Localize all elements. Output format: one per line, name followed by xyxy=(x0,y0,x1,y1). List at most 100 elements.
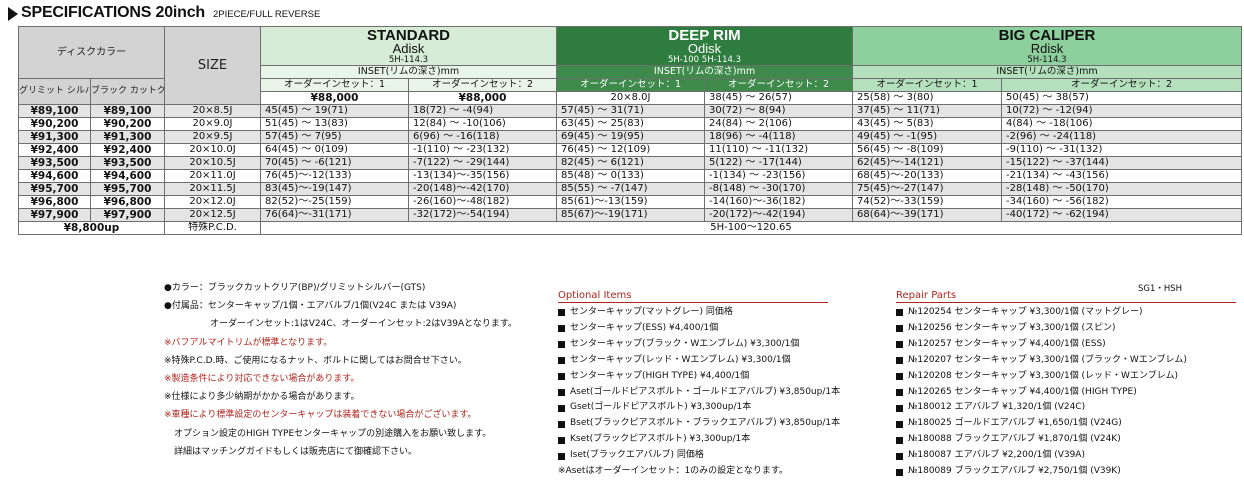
standard-order2-cell: 25(58) ～ 3(80) xyxy=(852,91,1002,105)
bp-column-header: ブラック カットクリア xyxy=(90,78,165,105)
price-gs: ¥97,900 xyxy=(18,208,91,222)
optional-items-note: ※Asetはオーダーインセット：1のみの設定となります。 xyxy=(558,466,789,477)
table-row: ¥97,900 ¥97,900 20×12.5J 76(64)～-31(171) -32… xyxy=(18,208,1242,222)
square-bullet-icon xyxy=(558,325,565,333)
deep-rim-order2-cell: 5(122) ～ -17(144) xyxy=(704,156,853,170)
standard-order2-cell: 18(72) ～ -4(94) xyxy=(408,104,557,118)
price-bp: ¥94,600 xyxy=(90,169,165,183)
size-cell: 20×8.0J xyxy=(556,91,705,105)
title-sub: 2PIECE/FULL REVERSE xyxy=(212,9,321,20)
big-caliper-order1-header: オーダーインセット：1 xyxy=(852,78,1002,92)
standard-order2-cell: -13(134)～-35(156) xyxy=(408,169,557,183)
standard-order1-cell: 57(45) ～ 7(95) xyxy=(260,130,409,144)
title-main: SPECIFICATIONS 20inch xyxy=(21,4,205,21)
deep-rim-order2-cell: -20(172)～-42(194) xyxy=(704,208,853,222)
big-caliper-order2-cell: -15(122) ～ -37(144) xyxy=(1001,156,1242,170)
price-gs: ¥95,700 xyxy=(18,182,91,196)
list-item: №180088 ブラックエアバルブ ¥1,870/1個 (V24K) xyxy=(896,432,1236,448)
square-bullet-icon xyxy=(896,436,903,444)
price-bp: ¥89,100 xyxy=(90,104,165,118)
big-caliper-order1-cell: 75(45)～-27(147) xyxy=(852,182,1002,196)
square-bullet-icon xyxy=(558,436,565,444)
special-pcd-range: 5H-100～120.65 xyxy=(260,221,1242,235)
big-caliper-order1-cell: 49(45) ～ -1(95) xyxy=(852,130,1002,144)
big-caliper-order2-cell: -21(134) ～ -43(156) xyxy=(1001,169,1242,183)
square-bullet-icon xyxy=(558,404,565,412)
big-caliper-order2-header: オーダーインセット：2 xyxy=(1001,78,1242,92)
size-header: SIZE xyxy=(164,26,261,105)
list-item-text: センターキャップ(HIGH TYPE) ¥4,400/1個 xyxy=(570,370,750,381)
deep-rim-order1-cell: 63(45) ～ 25(83) xyxy=(556,117,705,131)
list-item-text: Aset(ゴールドピアスボルト・ゴールドエアバルブ) ¥3,850up/1本 xyxy=(570,386,841,397)
deep-rim-order1-cell: 57(45) ～ 31(71) xyxy=(556,104,705,118)
deep-rim-order1-cell: 50(45) ～ 38(57) xyxy=(1001,91,1242,105)
deep-rim-order2-cell: 24(84) ～ 2(106) xyxy=(704,117,853,131)
list-item-text: №120256 センターキャップ ¥3,300/1個 (スピン) xyxy=(908,322,1116,333)
size-cell: 20×8.5J xyxy=(164,104,261,118)
deep-rim-order1-header: オーダーインセット：1 xyxy=(556,78,705,92)
list-item: №180087 エアバルブ ¥2,200/1個 (V39A) xyxy=(896,448,1236,464)
deep-rim-order1-cell: 85(55) ～ -7(147) xyxy=(556,182,705,196)
list-item: Iset(ブラックエアバルブ) 同価格 xyxy=(558,448,828,464)
square-bullet-icon xyxy=(558,388,565,396)
spec-table: ディスクカラー SIZE STANDARD Adisk 5H-114.3 DEE… xyxy=(18,26,1242,235)
square-bullet-icon xyxy=(558,309,565,317)
standard-order1-cell: 76(45)～-12(133) xyxy=(260,169,409,183)
list-item: №120254 センターキャップ ¥3,300/1個 (マットグレー) xyxy=(896,305,1236,321)
size-cell: 20×12.5J xyxy=(164,208,261,222)
price-bp: ¥93,500 xyxy=(90,156,165,170)
deep-rim-order1-cell: 85(67)～-19(171) xyxy=(556,208,705,222)
deep-rim-order1-cell: 82(45) ～ 6(121) xyxy=(556,156,705,170)
standard-header: STANDARD Adisk 5H-114.3 xyxy=(260,26,557,66)
standard-order2-header: オーダーインセット：2 xyxy=(408,78,557,92)
note-line: ●カラー：ブラックカットクリア(BP)/グリミットシルバー(GTS) xyxy=(164,283,426,293)
price-bp: ¥96,800 xyxy=(90,195,165,209)
big-caliper-order1-cell: 56(45) ～ -8(109) xyxy=(852,143,1002,157)
deep-rim-order2-cell: 18(96) ～ -4(118) xyxy=(704,130,853,144)
list-item: センターキャップ(HIGH TYPE) ¥4,400/1個 xyxy=(558,369,828,385)
price-bp: ¥95,700 xyxy=(90,182,165,196)
standard-order2-cell: -7(122) ～ -29(144) xyxy=(408,156,557,170)
note-line: ※仕様により多少納期がかかる場合があります。 xyxy=(164,392,360,403)
standard-order2-cell: -1(110) ～ -23(132) xyxy=(408,143,557,157)
list-item-text: №180088 ブラックエアバルブ ¥1,870/1個 (V24K) xyxy=(908,434,1121,445)
square-bullet-icon xyxy=(896,309,903,317)
note-line: オーダーインセット:1はV24C、オーダーインセット:2はV39Aとなります。 xyxy=(210,319,518,330)
list-item: センターキャップ(マットグレー) 同価格 xyxy=(558,305,828,321)
table-row: ¥89,100 ¥89,100 20×8.5J 45(45) ～ 19(71) 18(7… xyxy=(18,104,1242,118)
deep-rim-pcd: 5H-100 5H-114.3 xyxy=(668,54,741,65)
table-row: ¥91,300 ¥91,300 20×9.5J 57(45) ～ 7(95) 6(96)… xyxy=(18,130,1242,144)
square-bullet-icon xyxy=(896,373,903,381)
list-item-text: センターキャップ(マットグレー) 同価格 xyxy=(570,307,733,317)
table-row: ¥92,400 ¥92,400 20×10.0J 64(45) ～ 0(109) -1(… xyxy=(18,143,1242,157)
table-row: ¥94,600 ¥94,600 20×11.0J 76(45)～-12(133) -13… xyxy=(18,169,1242,183)
standard-pcd: 5H-114.3 xyxy=(388,54,429,65)
list-item: №120207 センターキャップ ¥3,300/1個 (ブラック・Wエンブレム) xyxy=(896,353,1236,369)
standard-disk: Adisk xyxy=(392,40,425,56)
note-line: オプション設定のHIGH TYPEセンターキャップの別途購入をお願い致します。 xyxy=(174,428,492,439)
big-caliper-title: BIG CALIPER xyxy=(998,26,1096,44)
square-bullet-icon xyxy=(896,388,903,396)
list-item-text: Bset(ブラックピアスボルト・ブラックエアバルブ) ¥3,850up/1本 xyxy=(570,418,841,429)
size-cell: 20×9.0J xyxy=(164,117,261,131)
price-gs: ¥88,000 xyxy=(260,91,409,105)
standard-order1-cell: 51(45) ～ 13(83) xyxy=(260,117,409,131)
list-item-text: Kset(ブラックピアスボルト) ¥3,300up/1本 xyxy=(570,434,751,445)
big-caliper-order2-cell: -2(96) ～ -24(118) xyxy=(1001,130,1242,144)
big-caliper-order1-cell: 62(45)～-14(121) xyxy=(852,156,1002,170)
price-bp: ¥88,000 xyxy=(408,91,557,105)
standard-order2-cell: -20(148)～-42(170) xyxy=(408,182,557,196)
repair-parts-section: Repair Parts №120254 センターキャップ ¥3,300/1個 … xyxy=(896,290,1236,480)
list-item-text: センターキャップ(レッド・Wエンブレム) ¥3,300/1個 xyxy=(570,354,791,365)
big-caliper-order1-cell: 68(64)～-39(171) xyxy=(852,208,1002,222)
standard-order1-cell: 70(45) ～ -6(121) xyxy=(260,156,409,170)
price-gs: ¥92,400 xyxy=(18,143,91,157)
optional-items-title: Optional Items xyxy=(558,290,828,303)
size-cell: 20×12.0J xyxy=(164,195,261,209)
table-row: ¥96,800 ¥96,800 20×12.0J 82(52)～-25(159) -26… xyxy=(18,195,1242,209)
list-item: Aset(ゴールドピアスボルト・ゴールドエアバルブ) ¥3,850up/1本 xyxy=(558,385,840,401)
standard-order1-cell: 45(45) ～ 19(71) xyxy=(260,104,409,118)
page-title: SPECIFICATIONS 20inch 2PIECE/FULL REVERS… xyxy=(8,4,320,24)
list-item-text: Gset(ゴールドピアスボルト) ¥3,300up/1本 xyxy=(570,402,752,413)
deep-rim-order2-cell: -8(148) ～ -30(170) xyxy=(704,182,853,196)
